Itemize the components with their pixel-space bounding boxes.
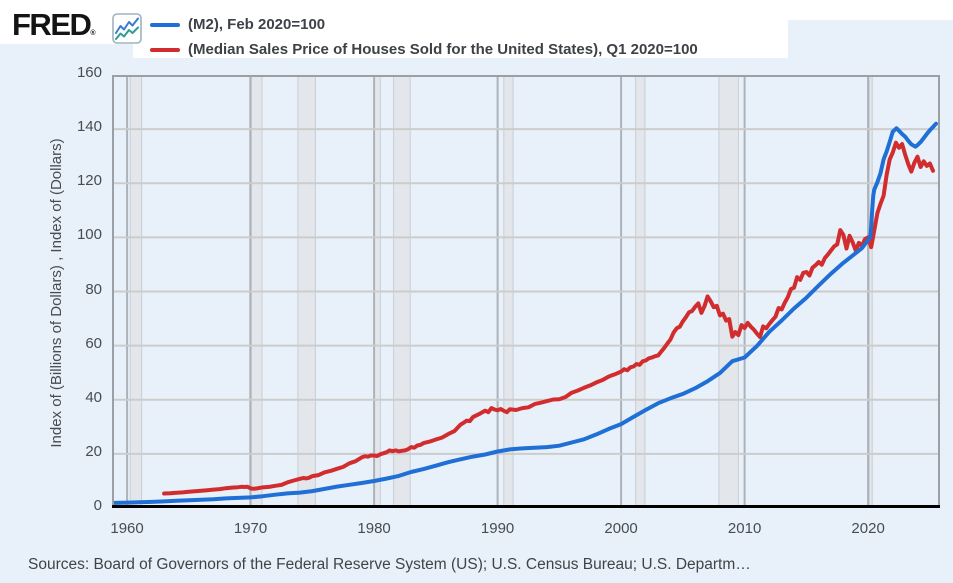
fred-sparkline-icon (112, 13, 142, 44)
y-tick-label: 20 (85, 442, 102, 460)
x-tick-label: 2020 (851, 520, 885, 537)
y-tick-label: 0 (93, 497, 102, 514)
x-tick-label: 2010 (727, 520, 762, 537)
plot-area (112, 75, 940, 508)
chart-legend: (M2), Feb 2020=100 (Median Sales Price o… (150, 12, 698, 62)
legend-item-m2: (M2), Feb 2020=100 (150, 12, 698, 37)
x-tick-label: 2000 (604, 520, 638, 537)
fred-wordmark: FRED (12, 7, 92, 42)
y-tick-label: 140 (76, 118, 102, 136)
x-tick-label: 1970 (233, 520, 268, 537)
median-price-line-swatch (150, 47, 180, 52)
sources-note: Sources: Board of Governors of the Feder… (28, 556, 751, 573)
y-tick-label: 80 (85, 280, 102, 298)
registered-trademark-icon: ® (90, 30, 96, 37)
x-tick-label: 1960 (110, 520, 144, 537)
series-line (112, 121, 938, 505)
legend-item-median-sales-price: (Median Sales Price of Houses Sold for t… (150, 37, 698, 62)
m2-legend-label: (M2), Feb 2020=100 (188, 16, 326, 33)
y-tick-label: 100 (76, 226, 102, 244)
m2-line-swatch (150, 22, 180, 27)
logo-background (0, 0, 133, 44)
x-tick-label: 1980 (357, 520, 391, 537)
median-price-legend-label: (Median Sales Price of Houses Sold for t… (188, 41, 698, 58)
legend-background (133, 0, 788, 58)
series-line (162, 140, 935, 496)
y-tick-label: 40 (85, 388, 102, 406)
y-tick-label: 160 (76, 64, 102, 81)
y-tick-label: 120 (76, 172, 102, 190)
fred-logo: FRED® (12, 7, 96, 43)
y-tick-label: 60 (85, 334, 102, 352)
x-tick-label: 1990 (480, 520, 515, 537)
